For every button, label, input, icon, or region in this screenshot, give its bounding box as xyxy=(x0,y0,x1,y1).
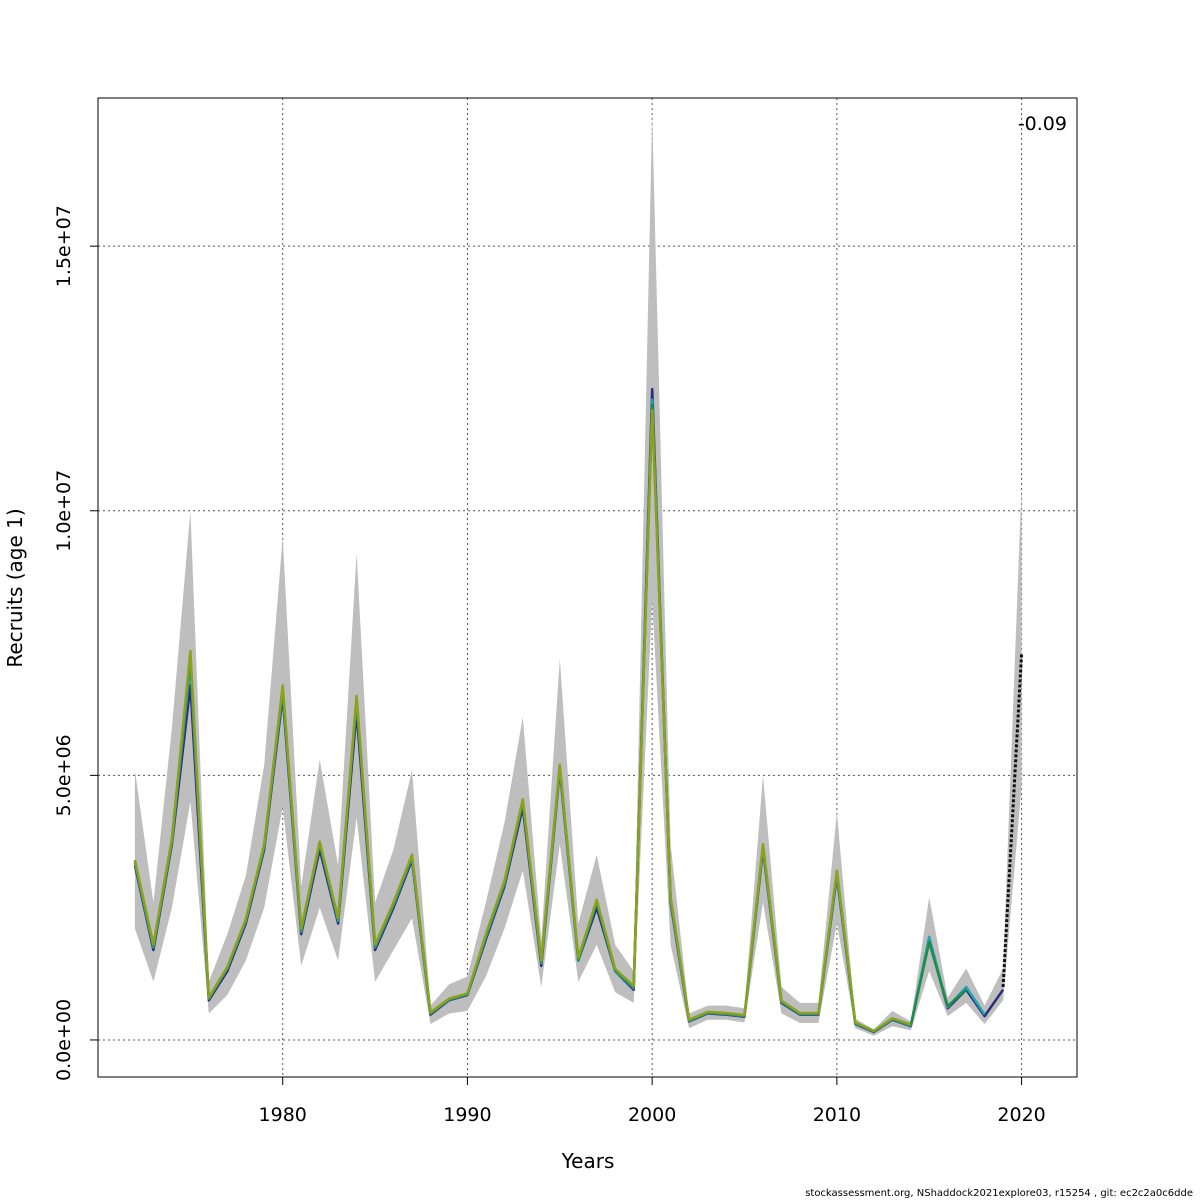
x-axis: 1980 1990 2000 2010 2020 xyxy=(259,1077,1046,1126)
series-line-4 xyxy=(133,408,912,1033)
y-tick-label: 0.0e+00 xyxy=(53,999,75,1081)
x-tick-label: 2020 xyxy=(997,1104,1045,1126)
y-axis-title: Recruits (age 1) xyxy=(3,508,27,667)
y-tick-label: 5.0e+06 xyxy=(53,734,75,816)
footer-credit: stockassessment.org, NShaddock2021explor… xyxy=(805,1188,1193,1199)
x-tick-label: 2010 xyxy=(813,1104,861,1126)
series-line-5 xyxy=(1001,653,1024,988)
confidence-band xyxy=(134,113,1022,1036)
corner-annotation: -0.09 xyxy=(1018,113,1067,135)
y-axis: 0.0e+00 5.0e+06 1.0e+07 1.5e+07 xyxy=(53,205,98,1081)
x-tick-label: 1990 xyxy=(443,1104,491,1126)
y-tick-label: 1.0e+07 xyxy=(53,470,75,552)
plot-frame xyxy=(97,97,1078,1078)
x-tick-label: 2000 xyxy=(628,1104,676,1126)
series-lines xyxy=(133,387,1024,1034)
y-tick-label: 1.5e+07 xyxy=(53,205,75,287)
x-tick-label: 1980 xyxy=(259,1104,307,1126)
x-axis-title: Years xyxy=(561,1149,615,1173)
